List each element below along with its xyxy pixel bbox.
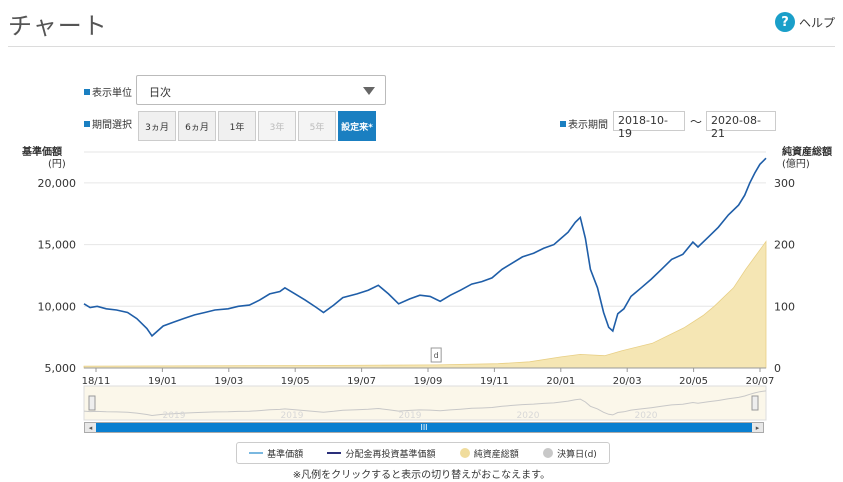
navigator-line	[83, 390, 767, 417]
range-scrollbar[interactable]: ◂ III ▸	[84, 422, 764, 433]
right-tick-label: 0	[774, 362, 781, 375]
scroll-right-arrow-icon[interactable]: ▸	[752, 423, 763, 432]
square-bullet-icon	[560, 121, 566, 127]
navigator-right-handle	[751, 395, 759, 411]
right-axis-title: 純資産総額 (億円)	[782, 147, 832, 170]
x-tick-label: 19/05	[281, 376, 310, 387]
x-tick-label: 19/07	[347, 376, 376, 387]
date-separator: ～	[690, 115, 703, 129]
period-button-6m[interactable]: 6ヵ月	[178, 111, 216, 141]
navigator-year-label: 2019	[399, 411, 422, 421]
help-label: ヘルプ	[798, 15, 835, 30]
help-link[interactable]: ? ヘルプ	[774, 12, 835, 32]
x-tick-label: 18/11	[82, 376, 111, 387]
period-label: 期間選択	[84, 116, 132, 131]
navigator-background	[83, 385, 767, 421]
period-button-5y: 5年	[298, 111, 336, 141]
unit-select-value: 日次	[149, 86, 171, 99]
navigator-year-label: 2019	[281, 411, 304, 421]
dot-swatch-icon	[543, 448, 554, 458]
chart-legend: 基準価額 分配金再投資基準価額 純資産総額 決算日(d)	[236, 442, 610, 464]
period-button-3m[interactable]: 3ヵ月	[138, 111, 176, 141]
x-tick-label: 20/07	[746, 376, 775, 387]
settlement-marker	[430, 347, 442, 363]
x-tick-label: 19/09	[414, 376, 443, 387]
period-button-since-inception[interactable]: 設定来*	[338, 111, 376, 141]
navigator-year-label: 2020	[635, 411, 658, 421]
period-button-group: 3ヵ月 6ヵ月 1年 3年 5年 設定来*	[138, 111, 376, 141]
legend-item-nav[interactable]: 基準価額	[249, 447, 303, 460]
x-tick-label: 20/01	[546, 376, 575, 387]
dot-swatch-icon	[459, 448, 470, 458]
unit-select[interactable]: 日次	[136, 75, 386, 105]
date-from-field[interactable]: 2018-10-19	[613, 111, 685, 140]
navigator-year-label: 2020	[517, 411, 540, 421]
left-axis-title: 基準価額 (円)	[22, 147, 66, 170]
square-bullet-icon	[84, 89, 90, 95]
left-tick-label: 15,000	[38, 239, 77, 252]
navigator-year-label: 2019	[163, 411, 186, 421]
line-swatch-icon	[249, 452, 264, 454]
x-tick-label: 20/05	[679, 376, 708, 387]
unit-label: 表示単位	[84, 84, 132, 99]
scroll-grip-icon[interactable]: III	[420, 423, 428, 432]
caret-down-icon	[363, 87, 375, 95]
settlement-marker-label: d	[434, 351, 439, 360]
left-tick-label: 20,000	[38, 177, 77, 190]
right-tick-label: 200	[774, 239, 795, 252]
date-to-field[interactable]: 2020-08-21	[706, 111, 776, 140]
x-tick-label: 19/01	[148, 376, 177, 387]
legend-item-reinvested-nav[interactable]: 分配金再投資基準価額	[327, 447, 435, 460]
square-bullet-icon	[84, 121, 90, 127]
page-title: チャート	[8, 12, 108, 40]
net-assets-area	[83, 240, 767, 369]
right-tick-label: 300	[774, 177, 795, 190]
left-tick-label: 10,000	[38, 300, 77, 313]
legend-note: ※凡例をクリックすると表示の切り替えがおこなえます。	[292, 470, 551, 481]
title-divider	[8, 46, 835, 47]
help-icon: ?	[774, 12, 795, 32]
period-button-1y[interactable]: 1年	[218, 111, 256, 141]
x-tick-label: 20/03	[613, 376, 642, 387]
x-tick-label: 19/11	[480, 376, 509, 387]
x-tick-label: 19/03	[214, 376, 243, 387]
right-tick-label: 100	[774, 300, 795, 313]
line-swatch-icon	[327, 452, 342, 454]
navigator-left-handle	[88, 395, 96, 411]
period-button-3y: 3年	[258, 111, 296, 141]
display-period-label: 表示期間	[560, 116, 608, 131]
scroll-left-arrow-icon[interactable]: ◂	[85, 423, 96, 432]
legend-item-settlement[interactable]: 決算日(d)	[543, 447, 597, 460]
left-tick-label: 5,000	[45, 362, 77, 375]
nav-line	[83, 157, 767, 338]
legend-item-net-assets[interactable]: 純資産総額	[459, 447, 519, 460]
